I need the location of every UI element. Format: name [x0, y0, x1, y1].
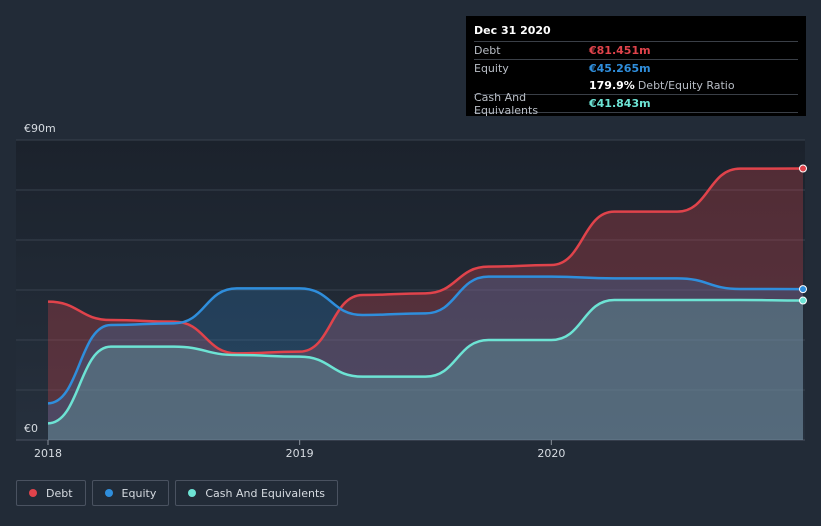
area-cash-and-equivalents	[48, 300, 803, 440]
line-equity	[47, 275, 804, 405]
tooltip-row-ratio: 179.9% Debt/Equity Ratio	[474, 77, 798, 94]
tooltip: Dec 31 2020 Debt €81.451m Equity €45.265…	[466, 16, 806, 117]
legend-dot-icon	[29, 489, 37, 497]
x-tick-label: 2019	[286, 447, 314, 460]
legend-label: Debt	[46, 486, 73, 500]
tooltip-value: €81.451m	[589, 44, 651, 57]
area-equity	[48, 276, 803, 440]
gridlines	[16, 139, 805, 441]
legend-item-debt[interactable]: Debt	[16, 480, 86, 506]
series-areas	[48, 168, 803, 440]
legend-label: Equity	[121, 486, 157, 500]
legend: Debt Equity Cash And Equivalents	[16, 480, 338, 506]
legend-item-cash[interactable]: Cash And Equivalents	[175, 480, 338, 506]
tooltip-value: 179.9%	[589, 79, 635, 92]
legend-dot-icon	[188, 489, 197, 497]
tooltip-label: Cash And Equivalents	[474, 90, 539, 117]
tooltip-label: Equity	[474, 62, 509, 75]
tooltip-row-debt: Debt €81.451m	[474, 41, 798, 59]
tooltip-date: Dec 31 2020	[474, 24, 551, 37]
endpoint-equity[interactable]	[799, 285, 807, 294]
line-cash-and-equivalents	[47, 298, 804, 425]
tooltip-sub: Debt/Equity Ratio	[637, 79, 735, 92]
legend-label: Cash And Equivalents	[205, 486, 325, 500]
x-tick-label: 2018	[34, 447, 62, 460]
tooltip-row-cash: Cash And Equivalents €41.843m	[474, 91, 798, 117]
legend-dot-icon	[104, 489, 113, 497]
y-label-bottom: €0	[24, 422, 38, 435]
tooltip-value: €41.843m	[589, 97, 651, 110]
legend-item-equity[interactable]: Equity	[91, 480, 170, 506]
endpoint-cash-and-equivalents[interactable]	[799, 296, 807, 305]
area-debt	[48, 168, 803, 440]
y-label-top: €90m	[24, 122, 56, 135]
x-axis: 2018 2019 2020	[34, 440, 565, 460]
tooltip-row-equity: Equity €45.265m	[474, 59, 798, 77]
tooltip-value: €45.265m	[589, 62, 651, 75]
tooltip-label: Debt	[474, 44, 501, 57]
series-lines	[47, 164, 807, 425]
endpoint-debt[interactable]	[799, 164, 807, 173]
x-tick-label: 2020	[537, 447, 565, 460]
line-debt	[47, 167, 804, 355]
